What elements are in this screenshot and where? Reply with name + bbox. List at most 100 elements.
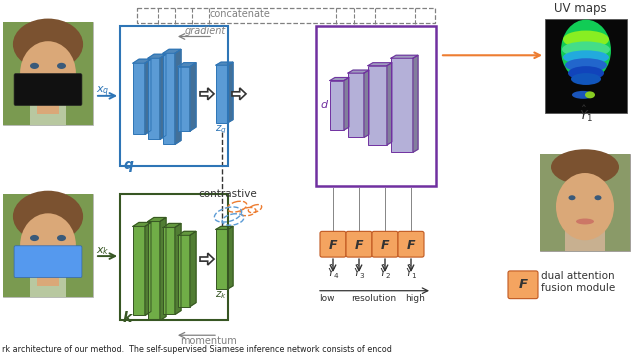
Polygon shape [387,63,392,145]
FancyBboxPatch shape [346,231,372,257]
Ellipse shape [568,195,575,200]
Bar [330,81,344,130]
Polygon shape [200,88,214,100]
Ellipse shape [20,41,76,105]
Text: F: F [518,278,527,291]
Text: F: F [407,239,415,252]
Text: momentum: momentum [180,336,237,346]
Text: $x_q$: $x_q$ [96,84,109,99]
Text: dual attention: dual attention [541,271,614,281]
Ellipse shape [571,73,601,85]
Polygon shape [148,54,166,58]
Bar [540,154,565,251]
Bar [66,22,93,125]
Text: concatenate: concatenate [209,9,271,19]
Polygon shape [163,223,181,227]
Text: d: d [320,100,327,110]
Polygon shape [190,231,196,307]
Text: $z_q$: $z_q$ [215,124,227,136]
Polygon shape [228,62,233,122]
Polygon shape [163,49,181,53]
Text: F: F [329,239,337,252]
FancyBboxPatch shape [14,74,82,105]
Text: low: low [319,293,335,303]
Bar [368,66,387,145]
Text: $\hat{Y}_3$: $\hat{Y}_3$ [353,262,365,281]
Bar [3,194,93,297]
Bar [37,264,59,286]
Bar [133,63,145,135]
Bar [545,19,627,113]
Polygon shape [175,49,181,144]
Bar [605,154,630,251]
Bar [148,221,160,320]
Ellipse shape [563,50,609,64]
Text: fusion module: fusion module [541,283,615,293]
Ellipse shape [556,173,614,240]
FancyBboxPatch shape [372,231,398,257]
Ellipse shape [20,213,76,277]
Text: resolution: resolution [351,293,396,303]
Bar [216,230,228,289]
Ellipse shape [585,91,595,98]
Ellipse shape [568,66,604,80]
Polygon shape [216,226,233,230]
Ellipse shape [562,41,610,57]
Bar [3,22,93,125]
Ellipse shape [561,20,611,81]
Bar [216,65,228,122]
FancyBboxPatch shape [14,246,82,277]
Text: q: q [123,158,133,172]
Text: gradient: gradient [185,25,227,35]
Bar [391,58,413,152]
Polygon shape [190,63,196,131]
Polygon shape [364,70,369,137]
Text: k: k [123,311,132,325]
Ellipse shape [13,19,83,70]
Ellipse shape [57,235,66,241]
FancyBboxPatch shape [508,271,538,299]
Text: contrastive: contrastive [198,189,257,199]
Polygon shape [344,77,349,130]
Bar [540,154,630,251]
Polygon shape [160,54,166,139]
Bar [148,58,160,139]
Bar [178,67,190,131]
Text: rk architecture of our method.  The self-supervised Siamese inference network co: rk architecture of our method. The self-… [2,345,392,354]
Ellipse shape [565,58,607,72]
Polygon shape [175,223,181,315]
Text: $z_k$: $z_k$ [215,290,227,301]
Text: high: high [405,293,425,303]
Text: $\hat{Y}_1$: $\hat{Y}_1$ [579,104,593,124]
FancyBboxPatch shape [320,231,346,257]
Polygon shape [391,55,418,58]
Bar [348,73,364,137]
Polygon shape [368,63,392,66]
Text: $\hat{Y}_2$: $\hat{Y}_2$ [379,262,391,281]
Text: F: F [355,239,364,252]
Text: F: F [381,239,389,252]
Bar [163,53,175,144]
Polygon shape [232,88,246,100]
Polygon shape [348,70,369,73]
Polygon shape [145,222,151,316]
Bar [37,92,59,114]
Bar [66,194,93,297]
Polygon shape [178,63,196,67]
Bar [178,235,190,307]
Bar [3,194,30,297]
Bar [133,226,145,316]
Ellipse shape [551,149,619,185]
Polygon shape [216,62,233,65]
Polygon shape [178,231,196,235]
Polygon shape [145,59,151,135]
Polygon shape [200,253,214,265]
Ellipse shape [30,235,39,241]
Bar [3,22,30,125]
Polygon shape [228,226,233,289]
Ellipse shape [30,63,39,69]
Ellipse shape [595,195,602,200]
Text: $\hat{Y}_1$: $\hat{Y}_1$ [404,262,417,281]
Ellipse shape [576,218,594,225]
Polygon shape [148,217,166,221]
